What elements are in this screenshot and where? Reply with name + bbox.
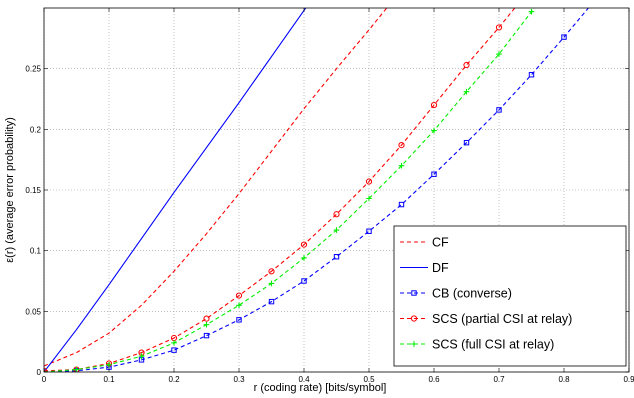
series-1 bbox=[44, 8, 307, 372]
data-point bbox=[528, 8, 535, 15]
series-line bbox=[44, 8, 590, 372]
series-line bbox=[44, 8, 388, 367]
x-tick-label: 0.5 bbox=[363, 375, 375, 384]
series-3 bbox=[44, 8, 516, 372]
data-point bbox=[431, 171, 437, 177]
ticks: 0 0.1 0.2 0.3 0.4 0.5 0.6 0.7 0.8 0.9 0 0.05 0.1 0.15… bbox=[25, 8, 634, 384]
data-point bbox=[333, 254, 340, 260]
x-tick-label: 0.1 bbox=[103, 375, 115, 384]
data-point bbox=[398, 201, 405, 208]
legend-marker bbox=[410, 315, 418, 322]
legend-item: CB (converse) bbox=[400, 287, 512, 301]
legend-item: CF bbox=[400, 236, 449, 250]
data-point bbox=[398, 142, 405, 149]
x-tick-label: 0.7 bbox=[493, 375, 505, 384]
legend-label: CB (converse) bbox=[432, 287, 512, 301]
x-tick-label: 0.2 bbox=[168, 375, 180, 384]
data-point bbox=[73, 366, 80, 372]
legend-box bbox=[393, 225, 627, 367]
series-group bbox=[44, 8, 590, 372]
legend-item: SCS (partial CSI at relay) bbox=[400, 312, 572, 326]
y-tick-label: 0.05 bbox=[25, 307, 41, 316]
data-point bbox=[235, 292, 243, 299]
data-point bbox=[463, 61, 470, 69]
data-point bbox=[398, 162, 405, 169]
data-point bbox=[106, 361, 112, 368]
data-point bbox=[203, 332, 210, 339]
data-point bbox=[300, 241, 308, 248]
data-point bbox=[171, 340, 177, 346]
data-point bbox=[301, 255, 307, 261]
x-tick-label: 0 bbox=[42, 375, 47, 384]
data-point bbox=[365, 178, 373, 185]
data-point bbox=[496, 51, 502, 57]
data-point bbox=[171, 347, 177, 353]
data-point bbox=[495, 24, 503, 31]
x-axis-label: r (coding rate) [bits/symbol] bbox=[254, 382, 387, 394]
data-point bbox=[366, 195, 372, 202]
legend-item: SCS (full CSI at relay) bbox=[400, 338, 554, 352]
legend: CF DF CB (converse) SCS (partial CSI at rel… bbox=[393, 225, 627, 367]
x-tick-label: 0.9 bbox=[623, 375, 634, 384]
data-point bbox=[463, 88, 470, 95]
legend-label: SCS (full CSI at relay) bbox=[432, 338, 554, 352]
x-tick-label: 0.6 bbox=[428, 375, 440, 384]
data-point bbox=[333, 211, 340, 218]
data-point bbox=[561, 34, 567, 40]
x-tick-label: 0.8 bbox=[558, 375, 570, 384]
data-point bbox=[333, 227, 340, 233]
series-4 bbox=[44, 8, 536, 372]
series-line bbox=[44, 8, 307, 372]
data-point bbox=[236, 302, 242, 309]
data-point bbox=[430, 101, 438, 109]
data-point bbox=[268, 298, 275, 305]
data-point bbox=[268, 268, 275, 275]
y-tick-label: 0.25 bbox=[25, 65, 41, 74]
legend-label: SCS (partial CSI at relay) bbox=[432, 312, 572, 326]
legend-marker bbox=[411, 341, 417, 347]
data-point bbox=[138, 353, 145, 360]
series-0 bbox=[44, 8, 388, 367]
data-point bbox=[431, 127, 437, 134]
data-point bbox=[301, 278, 307, 284]
data-point bbox=[496, 107, 502, 113]
y-tick-label: 0.2 bbox=[30, 125, 42, 134]
data-point bbox=[203, 315, 210, 322]
data-point bbox=[528, 72, 535, 78]
data-point bbox=[236, 317, 242, 323]
legend-label: CF bbox=[432, 236, 449, 250]
y-axis-label: ε(r) (average error probability) bbox=[4, 117, 16, 263]
y-tick-label: 0.1 bbox=[30, 247, 42, 256]
legend-item: DF bbox=[400, 261, 449, 275]
y-tick-label: 0.15 bbox=[25, 186, 41, 195]
x-tick-label: 0.4 bbox=[298, 375, 310, 384]
data-point bbox=[366, 228, 372, 234]
y-tick-label: 0 bbox=[37, 368, 42, 377]
data-point bbox=[203, 321, 210, 328]
x-tick-label: 0.3 bbox=[233, 375, 245, 384]
legend-marker bbox=[411, 290, 417, 296]
legend-label: DF bbox=[432, 261, 449, 275]
data-point bbox=[463, 139, 470, 146]
series-line bbox=[44, 8, 516, 372]
data-point bbox=[268, 280, 275, 287]
